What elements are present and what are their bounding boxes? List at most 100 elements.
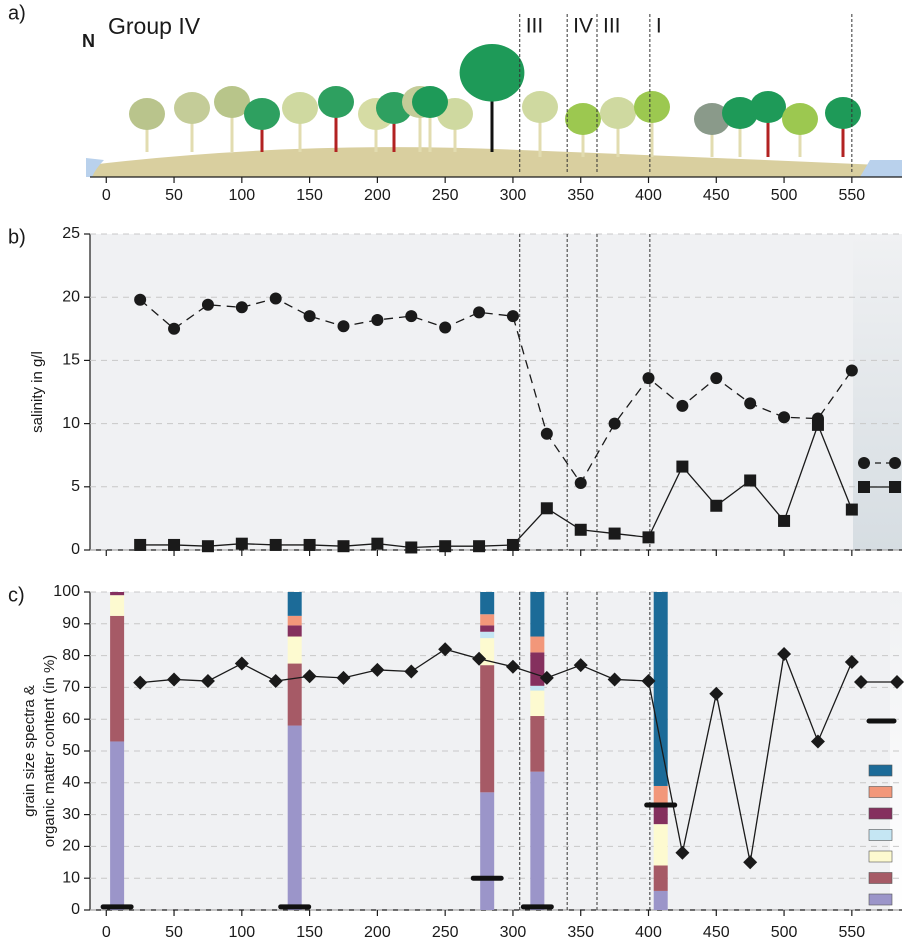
x-tick-label: 500 [771,924,798,941]
x-tick-label: 150 [296,924,323,941]
data-point [641,674,656,689]
data-point [201,540,214,553]
x-tick-label: 200 [364,187,391,204]
data-point [268,674,283,689]
data-point [302,669,317,684]
y-tick-label: 10 [62,415,80,432]
data-point [573,658,588,673]
bar-segment [480,631,495,639]
data-point [405,310,418,323]
legend-swatch [868,893,893,906]
data-point [844,654,859,669]
data-point [370,662,385,677]
x-tick-label: 400 [635,187,662,204]
bar-segment [287,592,302,616]
bar-segment [110,615,125,742]
data-point [642,372,655,385]
y-tick-label: 5 [71,478,80,495]
tree-crown [825,97,861,129]
x-tick-label: 150 [296,187,323,204]
data-point [134,293,147,306]
tree-crown [412,86,448,118]
data-point [574,477,587,490]
data-point [168,538,181,551]
data-point [778,514,791,527]
data-point [506,538,519,551]
data-point [540,427,553,440]
bar-segment [287,615,302,626]
bar-segment [530,716,545,772]
tree-crown [214,86,250,118]
bar-segment [653,824,668,866]
bar-segment [480,614,495,626]
data-point [676,460,689,473]
tree-crown [459,44,525,102]
bar-segment [110,741,125,910]
data-point [404,664,419,679]
tree-crown [722,97,758,129]
data-point [710,499,723,512]
tree-crown [634,91,670,123]
data-point [235,537,248,550]
tree-crown [750,91,786,123]
x-tick-label: 0 [102,187,111,204]
data-point [134,538,147,551]
legend-symbol [889,457,901,469]
data-point [473,540,486,553]
x-tick-label: 350 [567,187,594,204]
bar-segment [653,865,668,891]
data-point [608,527,621,540]
bar-segment [530,771,545,910]
legend-symbol [889,481,901,493]
data-point [505,659,520,674]
data-point [473,306,486,319]
plot-background [853,234,902,550]
series-line [140,648,853,863]
bar-segment [530,685,545,691]
tree-crown [600,97,636,129]
data-point [845,503,858,516]
series-line [140,423,853,549]
y-tick-label: 0 [71,541,80,558]
data-point [167,672,182,687]
x-tick-label: 100 [228,924,255,941]
panel-label: c) [8,584,25,606]
data-point [303,310,316,323]
x-tick-label: 550 [838,187,865,204]
tree-crown [565,103,601,135]
x-tick-label: 500 [771,187,798,204]
data-point [676,399,689,412]
legend-symbol [858,481,870,493]
data-point [269,538,282,551]
data-point [472,651,487,666]
x-tick-label: 450 [703,924,730,941]
bar-segment [287,725,302,910]
data-point [574,523,587,536]
bar-segment [287,636,302,664]
x-tick-label: 300 [500,924,527,941]
zone-label: III [526,15,544,38]
legend-swatch [868,850,893,863]
y-tick-label: 70 [62,679,80,696]
group-label: Group IV [108,13,201,39]
bar-segment [530,652,545,686]
y-tick-label: 60 [62,710,80,727]
legend-symbol [858,457,870,469]
y-axis-label: grain size spectra & [21,685,38,817]
data-point [168,322,181,335]
data-point [439,540,452,553]
y-tick-label: 30 [62,806,80,823]
bar-segment [653,592,668,786]
y-tick-label: 20 [62,288,80,305]
series-line [139,297,853,485]
tree-crown [694,103,730,135]
data-point [201,298,214,311]
tree-crown [129,98,165,130]
data-point [744,397,757,410]
data-point [607,672,622,687]
data-point [269,292,282,305]
ground [90,147,902,177]
data-point [371,313,384,326]
x-tick-label: 200 [364,924,391,941]
data-point [337,320,350,333]
